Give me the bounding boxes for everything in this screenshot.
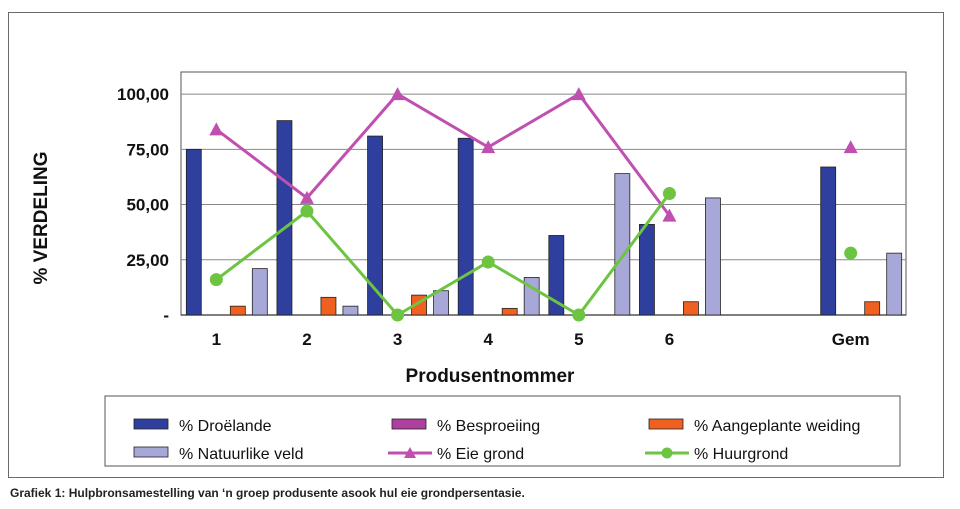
series-line	[215, 192, 671, 317]
legend-label: % Eie grond	[437, 446, 524, 463]
legend-label: % Droëlande	[179, 418, 272, 435]
bar	[457, 137, 474, 316]
legend-label: % Aangeplante weiding	[694, 418, 860, 435]
data-point-triangle	[299, 190, 314, 204]
bar	[229, 305, 246, 316]
y-tick-label: 75,00	[126, 140, 169, 159]
data-point-circle	[481, 255, 495, 269]
data-point-circle	[662, 187, 676, 200]
bar	[886, 252, 903, 316]
chart: - 25,00 50,00 75,00 100,00 1 2 3 4 5 6 Gem Produse…	[31, 71, 907, 467]
bar	[251, 268, 268, 316]
bar	[320, 296, 337, 316]
data-point-triangle	[843, 140, 858, 154]
data-point-circle	[391, 308, 405, 322]
x-tick-label: 6	[665, 330, 674, 349]
data-point-triangle	[481, 140, 496, 154]
x-tick-label: 1	[212, 330, 221, 349]
y-tick-label: 100,00	[117, 85, 169, 104]
x-tick-label: 2	[302, 330, 311, 349]
x-tick-label: Gem	[832, 330, 870, 349]
bar	[705, 197, 721, 316]
y-tick-label: 50,00	[126, 196, 169, 215]
legend-label: % Besproeiing	[437, 418, 540, 435]
legend-marker	[661, 447, 673, 459]
bar	[501, 307, 518, 316]
bar	[367, 135, 383, 316]
x-tick-label: 5	[574, 330, 583, 349]
data-point-circle	[209, 273, 223, 287]
x-tick-label: 3	[393, 330, 402, 349]
legend-swatch	[648, 418, 684, 430]
bar	[864, 301, 881, 316]
chart-frame: - 25,00 50,00 75,00 100,00 1 2 3 4 5 6 Gem Produse…	[8, 12, 944, 478]
bar	[548, 235, 565, 316]
bar	[185, 148, 202, 316]
bar	[683, 301, 699, 316]
data-point-triangle	[571, 87, 586, 101]
legend-box	[104, 395, 901, 467]
legend-swatch	[133, 446, 169, 458]
data-point-circle	[572, 308, 586, 322]
bar	[639, 224, 655, 316]
bar	[820, 166, 837, 316]
legend-label: % Huurgrond	[694, 446, 788, 463]
bar	[276, 120, 293, 316]
x-axis-title: Produsentnommer	[406, 366, 576, 387]
legend-swatch	[133, 418, 169, 430]
bar	[614, 173, 631, 316]
bar	[342, 305, 359, 316]
x-tick-label: 4	[483, 330, 493, 349]
legend-swatch	[391, 418, 427, 430]
data-point-triangle	[209, 122, 224, 136]
data-point-circle	[844, 246, 858, 260]
legend-marker	[404, 447, 416, 458]
data-point-triangle	[390, 87, 405, 101]
data-point-triangle	[662, 208, 677, 222]
y-axis-title: % VERDELING	[31, 151, 52, 284]
data-point-circle	[300, 204, 314, 218]
y-tick-label: -	[163, 306, 169, 325]
series-line	[215, 92, 671, 217]
legend-label: % Natuurlike veld	[179, 446, 304, 463]
y-tick-label: 25,00	[126, 251, 169, 270]
figure-caption: Grafiek 1: Hulpbronsamestelling van ‘n g…	[10, 486, 525, 500]
